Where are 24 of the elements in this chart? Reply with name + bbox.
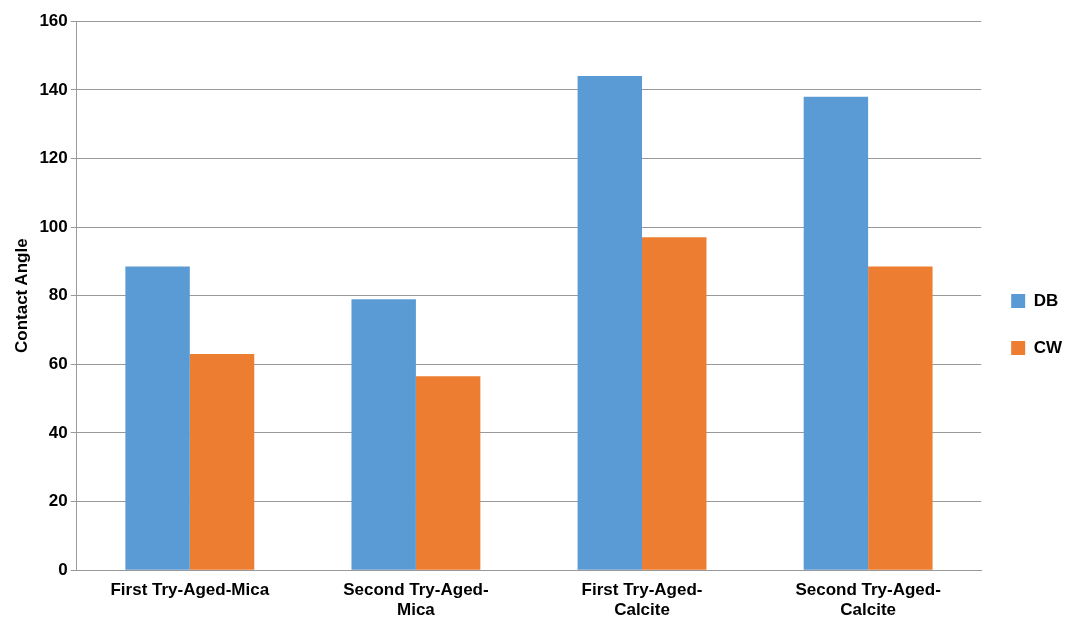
y-axis-title: Contact Angle [11,238,31,353]
x-tick-label: First Try-Aged-Mica [110,580,270,600]
bar [351,299,416,570]
bar [125,266,190,570]
y-tick-label: 40 [48,422,68,442]
y-tick-label: 100 [39,216,68,236]
bar [577,76,643,570]
legend-label: CW [1033,337,1063,357]
x-tick-label: First Try-Aged-Calcite [581,580,703,620]
y-tick-label: 0 [58,559,68,579]
x-tick-label: Second Try-Aged-Mica [343,580,489,620]
legend-label: DB [1033,290,1059,310]
y-tick-label: 80 [48,285,68,305]
bar [803,96,869,570]
y-tick-label: 60 [48,354,68,374]
bar [642,237,707,570]
y-tick-label: 20 [48,491,68,511]
y-tick-label: 120 [39,148,68,168]
y-tick-label: 140 [39,79,68,99]
bar [868,266,933,570]
bar [189,354,255,570]
y-tick-label: 160 [39,10,68,30]
bar [415,376,481,570]
x-tick-label: Second Try-Aged-Calcite [795,580,941,620]
